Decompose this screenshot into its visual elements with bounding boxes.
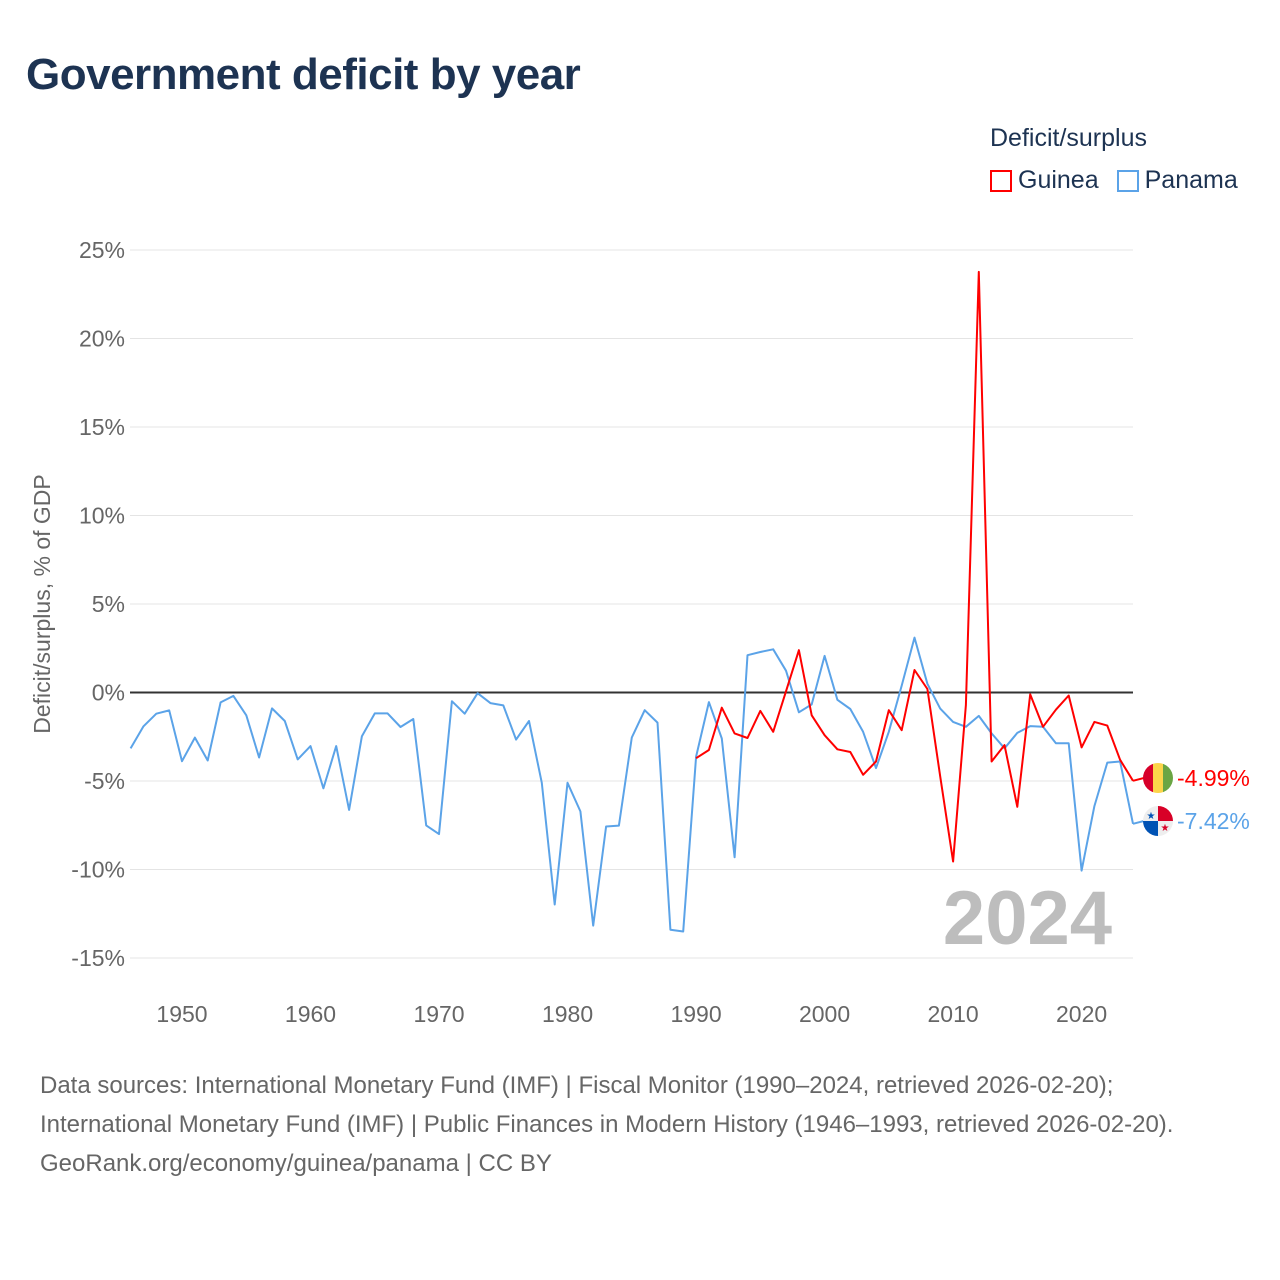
y-tick-label: 15% <box>79 414 125 440</box>
legend-label: Panama <box>1144 166 1238 194</box>
legend: Guinea Panama <box>990 166 1238 195</box>
legend-swatch-panama <box>1116 169 1139 192</box>
footer: Data sources: International Monetary Fun… <box>40 1066 1240 1183</box>
legend-label: Guinea <box>1018 166 1099 194</box>
end-connector <box>1132 820 1145 825</box>
credit-link[interactable]: GeoRank.org/economy/guinea/panama | CC B… <box>40 1150 552 1177</box>
end-value-label-guinea: -4.99% <box>1177 765 1250 791</box>
end-value-label-panama: -7.42% <box>1177 808 1250 834</box>
y-axis-label: Deficit/surplus, % of GDP <box>29 474 55 733</box>
y-tick-label: 5% <box>92 591 125 617</box>
y-tick-label: -10% <box>71 857 125 883</box>
y-tick-label: -15% <box>71 945 125 971</box>
svg-text:★: ★ <box>1161 823 1170 834</box>
x-tick-label: 1980 <box>542 1001 593 1027</box>
x-tick-label: 2020 <box>1056 1001 1107 1027</box>
y-tick-label: -5% <box>84 768 125 794</box>
panama-flag-icon: ★★ <box>1143 806 1173 836</box>
y-tick-label: 20% <box>79 326 125 352</box>
series-line-panama <box>129 636 1134 933</box>
x-tick-label: 1990 <box>670 1001 721 1027</box>
y-tick-label: 10% <box>79 503 125 529</box>
x-tick-label: 2000 <box>799 1001 850 1027</box>
line-chart: -15% -10% -5% 0% 5% 10% 15% 20% 25% 1950 1960 1970 1… <box>29 237 1250 1027</box>
legend-title: Deficit/surplus <box>990 124 1147 152</box>
x-tick-label: 1970 <box>413 1001 464 1027</box>
end-connector <box>1132 777 1145 782</box>
svg-text:★: ★ <box>1147 811 1156 822</box>
x-tick-label: 2010 <box>927 1001 978 1027</box>
legend-item-guinea[interactable]: Guinea <box>990 166 1099 195</box>
page-title: Government deficit by year <box>26 50 581 99</box>
legend-swatch-guinea <box>990 169 1012 192</box>
guinea-flag-icon <box>1143 763 1173 793</box>
legend-item-panama[interactable]: Panama <box>1116 166 1238 195</box>
y-tick-label: 25% <box>79 237 125 263</box>
data-sources: Data sources: International Monetary Fun… <box>40 1072 1174 1138</box>
x-tick-label: 1950 <box>156 1001 207 1027</box>
year-watermark: 2024 <box>943 876 1112 961</box>
y-tick-label: 0% <box>92 680 125 706</box>
x-tick-label: 1960 <box>285 1001 336 1027</box>
series-line-guinea <box>695 270 1134 863</box>
